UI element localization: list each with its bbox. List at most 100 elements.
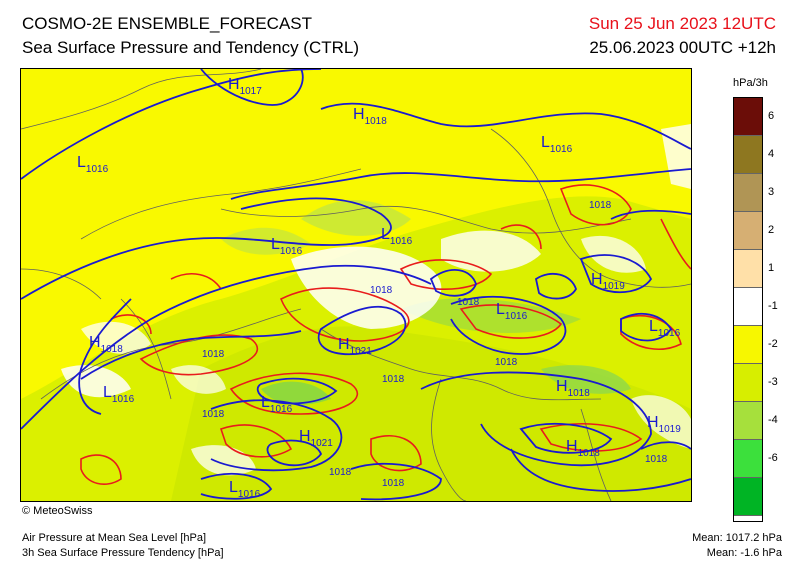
isobar-label: 1018 — [589, 200, 612, 211]
copyright-text: © MeteoSwiss — [22, 505, 93, 517]
pressure-center-value: 1016 — [280, 246, 303, 257]
isobar-label: 1018 — [202, 409, 225, 420]
legend-tick-label: -3 — [768, 376, 778, 388]
pressure-center-type: L — [381, 226, 390, 243]
pressure-center-type: L — [271, 236, 280, 253]
pressure-center-value: 1016 — [658, 328, 681, 339]
legend-tick-label: -1 — [768, 300, 778, 312]
legend-tick-label: -2 — [768, 338, 778, 350]
mean-tendency: Mean: -1.6 hPa — [706, 547, 782, 559]
chart-title: COSMO-2E ENSEMBLE_FORECAST — [22, 14, 313, 33]
legend-color-box — [734, 174, 762, 212]
pressure-center-value: 1016 — [238, 489, 261, 500]
isobar-label: 1018 — [645, 454, 668, 465]
svg-text:L1016: L1016 — [261, 394, 293, 415]
pressure-center-type: H — [647, 414, 659, 431]
pressure-center-type: H — [556, 378, 568, 395]
pressure-centers: H1017 H1018 L1016 L1016 L1016 L1016 H101… — [77, 76, 681, 500]
svg-text:H1017: H1017 — [228, 76, 262, 97]
valid-time: Sun 25 Jun 2023 12UTC — [588, 14, 776, 33]
pressure-center-type: H — [591, 271, 603, 288]
chart-subtitle: Sea Surface Pressure and Tendency (CTRL) — [22, 38, 360, 57]
legend-color-box — [734, 364, 762, 402]
svg-text:L1016: L1016 — [496, 301, 528, 322]
pressure-center-value: 1016 — [270, 404, 293, 415]
legend-tick-label: 6 — [768, 110, 775, 122]
svg-text:L1016: L1016 — [381, 226, 413, 247]
pressure-center-type: H — [228, 76, 240, 93]
svg-text:H1018: H1018 — [89, 334, 123, 355]
svg-text:L1016: L1016 — [541, 134, 573, 155]
isobar-labels: 1018 1018 1018 1018 1018 1018 1018 1018 … — [202, 200, 668, 489]
pressure-center-value: 1016 — [112, 394, 135, 405]
pressure-center-value: 1016 — [86, 164, 109, 175]
footer-pressure-label: Air Pressure at Mean Sea Level [hPa] — [22, 532, 207, 544]
legend-color-box — [734, 402, 762, 440]
legend-tick-label: 2 — [768, 224, 775, 236]
legend-color-box — [734, 478, 762, 516]
isobar-label: 1018 — [457, 297, 480, 308]
legend-tick-label: 3 — [768, 186, 775, 198]
tendency-shading — [21, 124, 691, 501]
pressure-center-value: 1017 — [240, 86, 263, 97]
legend-tick-label: -4 — [768, 414, 778, 426]
legend-color-box — [734, 250, 762, 288]
legend-tick-label: -6 — [768, 452, 778, 464]
pressure-center-value: 1018 — [365, 116, 388, 127]
pressure-center-value: 1018 — [101, 344, 124, 355]
legend-color-box — [734, 98, 762, 136]
pressure-center-value: 1021 — [350, 346, 373, 357]
legend-color-box — [734, 288, 762, 326]
svg-text:H1019: H1019 — [591, 271, 625, 292]
legend-tick-label: 4 — [768, 148, 775, 160]
svg-text:L1016: L1016 — [649, 318, 681, 339]
isobar-label: 1018 — [382, 374, 405, 385]
pressure-center-value: 1016 — [505, 311, 528, 322]
pressure-center-type: L — [649, 318, 658, 335]
pressure-center-type: H — [299, 428, 311, 445]
isobars — [21, 69, 691, 501]
pressure-center-type: L — [103, 384, 112, 401]
pressure-center-type: H — [338, 336, 350, 353]
svg-text:L1016: L1016 — [271, 236, 303, 257]
isobar-label: 1018 — [382, 478, 405, 489]
pressure-center-type: H — [89, 334, 101, 351]
svg-text:L1016: L1016 — [103, 384, 135, 405]
svg-text:H1018: H1018 — [353, 106, 387, 127]
legend-color-box — [734, 326, 762, 364]
svg-text:H1018: H1018 — [566, 438, 600, 459]
svg-text:L1016: L1016 — [229, 479, 261, 500]
mean-pressure: Mean: 1017.2 hPa — [692, 532, 782, 544]
color-legend — [733, 97, 763, 522]
legend-color-box — [734, 212, 762, 250]
pressure-center-value: 1016 — [550, 144, 573, 155]
svg-text:H1021: H1021 — [338, 336, 372, 357]
svg-text:H1018: H1018 — [556, 378, 590, 399]
pressure-center-type: L — [496, 301, 505, 318]
pressure-center-value: 1021 — [311, 438, 334, 449]
isobar-label: 1018 — [495, 357, 518, 368]
pressure-center-value: 1018 — [578, 448, 601, 459]
legend-unit: hPa/3h — [733, 77, 768, 89]
legend-color-box — [734, 440, 762, 478]
copyright: © MeteoSwiss — [22, 505, 92, 517]
pressure-center-value: 1019 — [659, 424, 682, 435]
pressure-center-type: L — [229, 479, 238, 496]
pressure-center-type: L — [261, 394, 270, 411]
isobar-label: 1018 — [370, 285, 393, 296]
pressure-center-type: L — [541, 134, 550, 151]
run-info: 25.06.2023 00UTC +12h — [589, 38, 776, 57]
footer-tendency-label: 3h Sea Surface Pressure Tendency [hPa] — [22, 547, 224, 559]
isobar-label: 1018 — [202, 349, 225, 360]
isobar-label: 1018 — [329, 467, 352, 478]
pressure-center-value: 1019 — [603, 281, 626, 292]
pressure-center-type: H — [353, 106, 365, 123]
legend-tick-label: 1 — [768, 262, 775, 274]
pressure-center-value: 1018 — [568, 388, 591, 399]
forecast-map: H1017 H1018 L1016 L1016 L1016 L1016 H101… — [20, 68, 692, 502]
pressure-center-value: 1016 — [390, 236, 413, 247]
svg-text:H1021: H1021 — [299, 428, 333, 449]
map-canvas: H1017 H1018 L1016 L1016 L1016 L1016 H101… — [21, 69, 691, 501]
pressure-center-type: L — [77, 154, 86, 171]
legend-color-box — [734, 136, 762, 174]
